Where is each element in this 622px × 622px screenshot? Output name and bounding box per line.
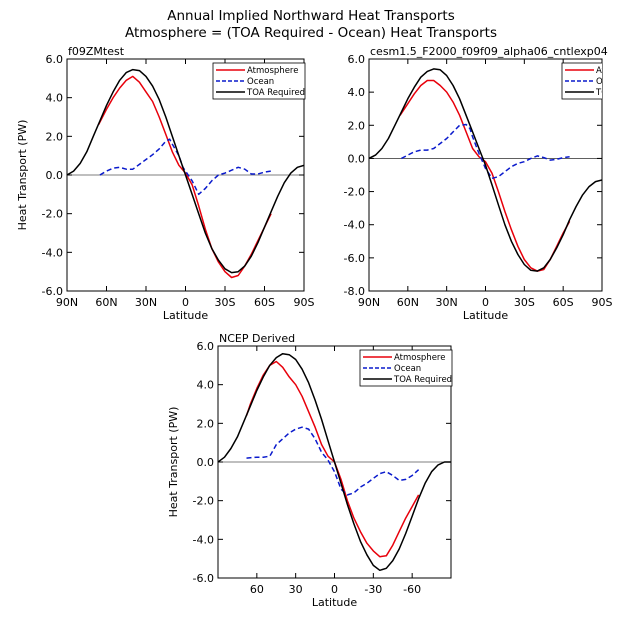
x-tick-label: 60S — [254, 296, 275, 309]
x-tick-label: 60 — [250, 583, 264, 596]
y-tick-label: 4.0 — [348, 86, 366, 99]
y-tick-label: -6.0 — [193, 572, 214, 585]
y-tick-label: -2.0 — [42, 208, 63, 221]
x-tick-label: 90S — [592, 296, 613, 309]
legend-label-atmosphere: Atmosphere — [596, 66, 622, 76]
x-axis-label: Latitude — [312, 596, 358, 609]
legend-label-toa-required: TOA Required — [246, 88, 305, 98]
y-tick-label: 4.0 — [197, 379, 215, 392]
y-tick-label: -4.0 — [42, 246, 63, 259]
y-tick-label: 0.0 — [46, 169, 64, 182]
y-tick-label: 6.0 — [46, 53, 64, 66]
series-line-ocean — [99, 138, 272, 196]
x-tick-label: 0 — [182, 296, 189, 309]
panel-title: NCEP Derived — [219, 332, 295, 345]
x-tick-label: 30N — [135, 296, 157, 309]
y-tick-label: 2.0 — [197, 417, 215, 430]
y-tick-label: -8.0 — [344, 285, 365, 298]
series-group — [218, 352, 451, 572]
y-tick-label: 4.0 — [46, 92, 64, 105]
series-group — [67, 68, 304, 279]
x-tick-label: 60N — [397, 296, 419, 309]
y-tick-label: 0.0 — [348, 152, 366, 165]
x-axis-label: Latitude — [163, 309, 209, 322]
y-axis-label: Heat Transport (PW) — [16, 120, 29, 231]
y-tick-label: 0.0 — [197, 456, 215, 469]
legend-label-toa-required: TOA Required — [595, 88, 622, 98]
y-tick-label: -2.0 — [193, 495, 214, 508]
panel-title: f09ZMtest — [68, 45, 125, 58]
x-tick-label: 30S — [514, 296, 535, 309]
x-tick-label: 30N — [436, 296, 458, 309]
x-tick-label: 60N — [95, 296, 117, 309]
series-line-ocean — [401, 123, 570, 180]
y-tick-label: -2.0 — [344, 186, 365, 199]
panel-title: cesm1.5_F2000_f09f09_alpha06_cntlexp04 — [370, 45, 608, 58]
legend-label-toa-required: TOA Required — [393, 375, 452, 385]
x-tick-label: 90N — [56, 296, 78, 309]
legend-label-ocean: Ocean — [247, 77, 274, 87]
figure-title-line2: Atmosphere = (TOA Required - Ocean) Heat… — [125, 25, 497, 41]
x-tick-label: 0 — [331, 583, 338, 596]
x-tick-label: 30S — [215, 296, 236, 309]
series-line-toa-required — [67, 68, 304, 274]
panel-ncep-derived: NCEP Derived 60 30 0 -30 -60 -6.0 -4.0 -2.0 0.0 2.… — [167, 332, 453, 609]
series-line-toa-required — [369, 68, 602, 272]
legend-label-ocean: Ocean — [394, 364, 421, 374]
x-tick-label: 0 — [482, 296, 489, 309]
y-tick-label: -4.0 — [193, 533, 214, 546]
series-line-atmosphere — [399, 79, 571, 272]
y-tick-label: 6.0 — [348, 53, 366, 66]
x-tick-label: 90S — [294, 296, 315, 309]
y-tick-label: -6.0 — [42, 285, 63, 298]
x-tick-label: -60 — [403, 583, 421, 596]
figure-title-line1: Annual Implied Northward Heat Transports — [167, 8, 455, 24]
legend-label-ocean: Ocean — [596, 77, 622, 87]
y-tick-label: 2.0 — [46, 130, 64, 143]
y-tick-label: -6.0 — [344, 252, 365, 265]
x-axis-label: Latitude — [463, 309, 509, 322]
legend-label-atmosphere: Atmosphere — [247, 66, 298, 76]
y-axis-label: Heat Transport (PW) — [167, 407, 180, 518]
x-tick-label: -30 — [364, 583, 382, 596]
x-tick-label: 90N — [358, 296, 380, 309]
legend-label-atmosphere: Atmosphere — [394, 353, 445, 363]
panel-cesm-cntlexp04: cesm1.5_F2000_f09f09_alpha06_cntlexp04 90… — [344, 45, 622, 322]
x-tick-label: 30 — [289, 583, 303, 596]
series-line-atmosphere — [97, 75, 272, 279]
panel-f09zmtest: f09ZMtest 90N 60N 30N 0 30S 60S 90S -6.0 -4.0 -2.0… — [16, 45, 315, 322]
series-line-ocean — [246, 426, 420, 496]
y-tick-label: 2.0 — [348, 119, 366, 132]
series-line-toa-required — [218, 352, 451, 572]
series-group — [369, 68, 602, 272]
y-tick-label: -4.0 — [344, 219, 365, 232]
series-line-atmosphere — [245, 360, 420, 558]
x-tick-label: 60S — [553, 296, 574, 309]
y-tick-label: 6.0 — [197, 340, 215, 353]
